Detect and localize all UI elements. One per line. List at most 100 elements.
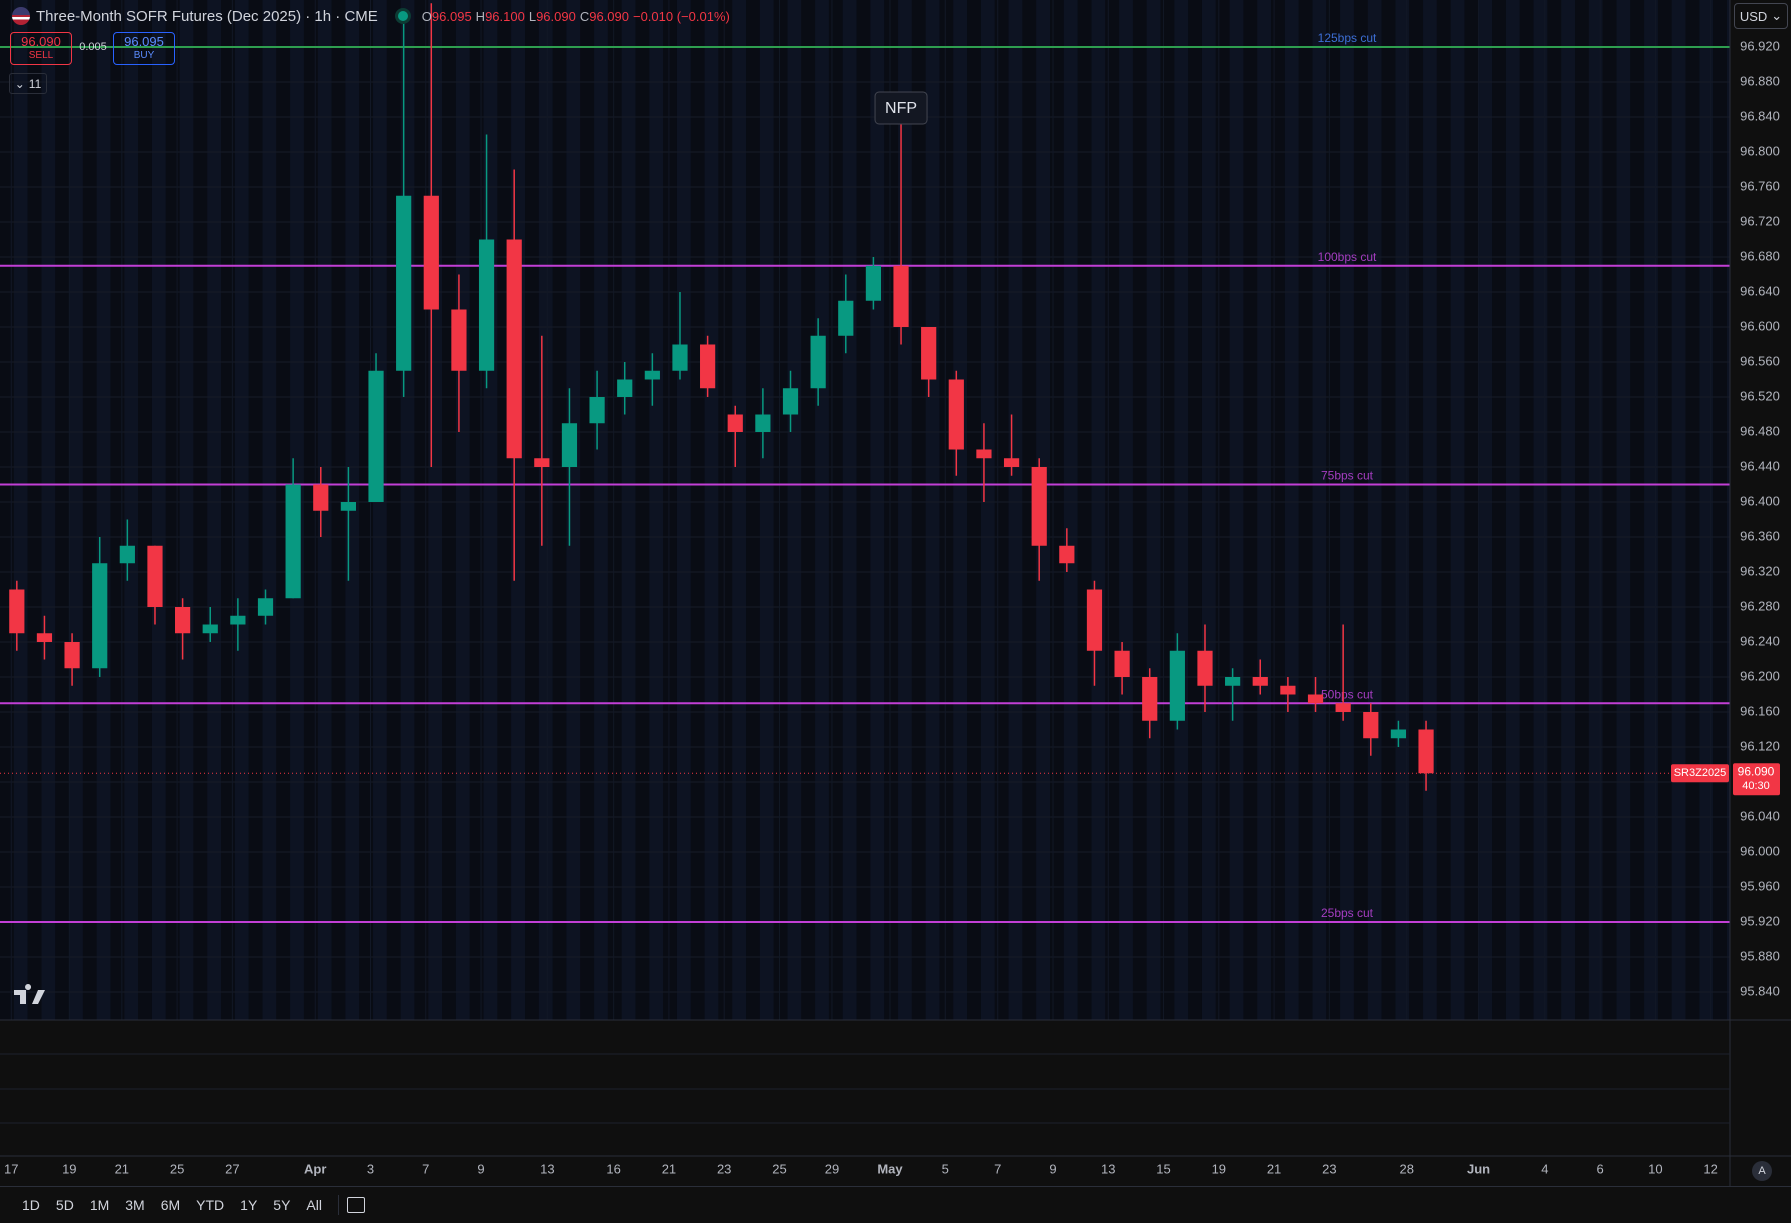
session-band <box>759 0 774 1020</box>
session-band <box>41 0 56 1020</box>
auto-scale[interactable]: A <box>1752 1161 1772 1181</box>
session-band <box>1450 0 1465 1020</box>
level-label: 75bps cut <box>1321 469 1374 483</box>
session-band <box>1533 0 1548 1020</box>
ohlc-value: 96.095 <box>431 8 472 24</box>
range-button[interactable]: 1Y <box>240 1197 258 1213</box>
sell-button[interactable]: 96.090 SELL <box>10 32 72 65</box>
y-tick-label: 96.840 <box>1740 108 1780 123</box>
indicators-toggle[interactable]: ⌄ 11 <box>9 73 47 94</box>
session-band <box>1588 0 1603 1020</box>
symbol-tag <box>1671 764 1729 783</box>
ohlc-item: L96.090 <box>529 9 576 24</box>
x-tick-label: 21 <box>1267 1161 1281 1176</box>
candle-body <box>313 484 329 511</box>
session-band <box>566 0 581 1020</box>
buy-button[interactable]: 96.095 BUY <box>113 32 175 65</box>
ohlc-key: L <box>528 8 537 24</box>
session-band <box>525 0 539 1020</box>
y-tick-label: 96.480 <box>1740 423 1780 438</box>
session-band <box>1229 0 1244 1020</box>
range-button[interactable]: All <box>306 1197 322 1213</box>
session-band <box>649 0 664 1020</box>
range-button[interactable]: 3M <box>125 1197 145 1213</box>
level-label: 50bps cut <box>1321 687 1374 701</box>
candle-body <box>175 607 191 634</box>
last-price-tag <box>1733 763 1780 796</box>
range-button[interactable]: YTD <box>196 1197 225 1213</box>
candle-body <box>1114 650 1130 677</box>
session-band <box>1174 0 1189 1020</box>
session-band <box>1201 0 1216 1020</box>
candle-body <box>1252 677 1268 686</box>
session-band <box>1340 0 1354 1020</box>
candle-body <box>865 265 882 301</box>
candle-body <box>921 327 937 380</box>
candle-body <box>1003 458 1020 467</box>
session-band <box>1050 0 1064 1020</box>
candle-body <box>893 265 909 327</box>
candle-body <box>257 598 274 616</box>
y-tick-label: 96.720 <box>1740 213 1780 228</box>
x-tick-label: 23 <box>1322 1161 1336 1176</box>
x-tick-label: 9 <box>1049 1161 1056 1176</box>
x-tick-label: 28 <box>1399 1161 1413 1176</box>
ohlc-key: O <box>421 8 432 24</box>
y-tick-label: 96.760 <box>1740 178 1780 193</box>
session-band <box>967 0 981 1020</box>
candle-body <box>64 642 80 669</box>
session-band <box>1713 0 1727 1020</box>
level-label: 100bps cut <box>1318 250 1377 264</box>
candle-body <box>1280 685 1296 695</box>
candle-body <box>755 414 771 432</box>
range-button[interactable]: 6M <box>160 1197 181 1213</box>
x-tick-label: 21 <box>662 1161 676 1176</box>
session-band <box>718 0 733 1020</box>
ohlc-key: H <box>475 8 486 24</box>
session-band <box>193 0 208 1020</box>
x-tick-label: 23 <box>717 1161 731 1176</box>
session-band <box>842 0 857 1020</box>
symbol-tag-label: SR3Z2025 <box>1674 767 1727 779</box>
indicator-count: 11 <box>28 76 42 91</box>
candle-body <box>589 397 605 424</box>
level-label: 25bps cut <box>1321 906 1374 920</box>
session-band <box>386 0 401 1020</box>
date-range-button[interactable] <box>346 1197 365 1213</box>
currency-select[interactable]: USD ⌄ <box>1734 3 1788 29</box>
session-band <box>1105 0 1120 1020</box>
sell-price: 96.090 <box>21 34 61 49</box>
y-tick-label: 96.880 <box>1740 73 1780 88</box>
session-band <box>221 0 235 1020</box>
price-change: −0.010 (−0.01%) <box>632 8 730 24</box>
candle-body <box>147 545 163 607</box>
session-band <box>663 0 677 1020</box>
separator <box>337 1195 339 1215</box>
session-band <box>1353 0 1368 1020</box>
candle-body <box>1390 729 1407 739</box>
candle-body <box>700 344 716 389</box>
x-tick-label: May <box>877 1161 903 1176</box>
range-button[interactable]: 1M <box>89 1197 110 1213</box>
session-band <box>1616 0 1631 1020</box>
session-band <box>1492 0 1506 1020</box>
session-band <box>746 0 760 1020</box>
candle-body <box>810 335 826 389</box>
range-button[interactable]: 5Y <box>273 1197 291 1213</box>
buy-price: 96.095 <box>124 34 164 49</box>
session-band <box>124 0 139 1020</box>
candle-body <box>948 379 964 450</box>
session-band <box>428 0 443 1020</box>
y-tick-label: 95.880 <box>1740 948 1780 963</box>
range-button[interactable]: 5D <box>55 1197 74 1213</box>
candle-body <box>478 239 495 371</box>
session-band <box>1727 0 1730 1020</box>
range-button[interactable]: 1D <box>22 1197 40 1213</box>
session-band <box>1367 0 1382 1020</box>
session-band <box>165 0 180 1020</box>
y-tick-label: 96.320 <box>1740 563 1780 578</box>
session-band <box>1160 0 1175 1020</box>
session-band <box>1464 0 1479 1020</box>
symbol-title[interactable]: Three-Month SOFR Futures (Dec 2025) · 1h… <box>36 7 378 25</box>
y-tick-label: 95.920 <box>1740 913 1780 928</box>
